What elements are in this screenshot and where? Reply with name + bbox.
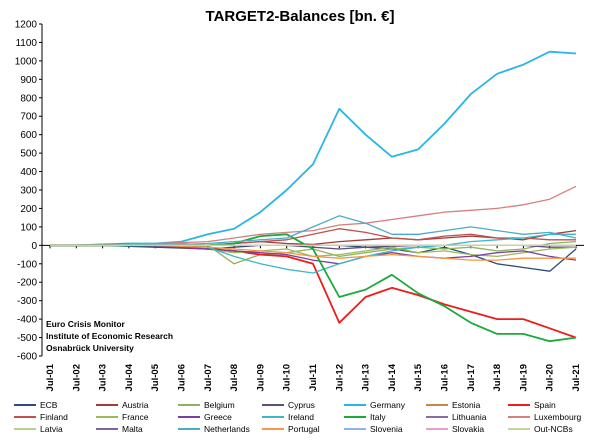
y-tick-label: -600: [17, 352, 37, 363]
annotation-line-1: Euro Crisis Monitor: [46, 319, 126, 329]
legend-label-estonia: Estonia: [452, 400, 481, 410]
legend-label-belgium: Belgium: [204, 400, 235, 410]
legend-label-portugal: Portugal: [288, 424, 320, 434]
legend-label-austria: Austria: [122, 400, 149, 410]
x-tick-label: Jul-21: [571, 363, 582, 391]
y-tick-label: 500: [20, 149, 37, 160]
x-tick-label: Jul-04: [124, 363, 135, 391]
y-tick-label: -100: [17, 259, 37, 270]
legend-label-slovakia: Slovakia: [452, 424, 484, 434]
legend-label-greece: Greece: [204, 412, 232, 422]
x-tick-label: Jul-12: [334, 364, 345, 391]
series-line-germany: [50, 50, 577, 247]
y-tick-label: 100: [20, 222, 37, 233]
x-tick-label: Jul-20: [545, 364, 556, 391]
x-tick-label: Jul-17: [466, 364, 477, 391]
x-tick-label: Jul-09: [255, 364, 266, 391]
x-tick-label: Jul-05: [150, 363, 161, 391]
x-tick-label: Jul-07: [203, 364, 214, 391]
y-tick-label: 200: [20, 204, 37, 215]
legend-label-out-ncbs: Out-NCBs: [534, 424, 573, 434]
x-tick-label: Jul-01: [45, 363, 56, 391]
y-tick-label: -400: [17, 315, 37, 326]
legend-label-netherlands: Netherlands: [204, 424, 250, 434]
y-tick-label: -200: [17, 278, 37, 289]
series-line-ireland: [50, 233, 576, 274]
y-tick-label: 900: [20, 75, 37, 86]
x-tick-label: Jul-11: [308, 363, 319, 391]
y-tick-label: 300: [20, 186, 37, 197]
legend-label-ireland: Ireland: [288, 412, 314, 422]
x-tick-label: Jul-10: [282, 364, 293, 391]
y-tick-label: 1000: [15, 56, 38, 67]
x-tick-label: Jul-06: [177, 364, 188, 391]
legend-label-malta: Malta: [122, 424, 143, 434]
series-line-netherlands: [50, 215, 577, 246]
legend-label-lithuania: Lithuania: [452, 412, 487, 422]
y-tick-label: 1100: [15, 38, 37, 49]
x-tick-label: Jul-08: [229, 364, 240, 391]
x-tick-label: Jul-13: [361, 364, 372, 391]
legend-label-finland: Finland: [40, 412, 68, 422]
y-tick-label: -300: [17, 296, 37, 307]
legend-label-germany: Germany: [370, 400, 406, 410]
y-tick-label: 400: [20, 167, 37, 178]
x-tick-label: Jul-18: [492, 364, 503, 391]
plot-area: 1200110010009008007006005004003002001000…: [15, 20, 584, 391]
legend-label-luxembourg: Luxembourg: [534, 412, 582, 422]
x-tick-label: Jul-15: [413, 363, 424, 391]
y-tick-label: 600: [20, 130, 37, 141]
series-line-spain: [50, 243, 577, 339]
legend: ECB Austria Belgium Cyprus Germany Estonia Spa…: [14, 400, 582, 434]
legend-label-latvia: Latvia: [40, 424, 63, 434]
legend-label-ecb: ECB: [40, 400, 58, 410]
legend-label-spain: Spain: [534, 400, 556, 410]
legend-label-cyprus: Cyprus: [288, 400, 315, 410]
legend-label-slovenia: Slovenia: [370, 424, 403, 434]
x-tick-label: Jul-02: [71, 364, 82, 391]
annotation-line-3: Osnabrück University: [46, 343, 134, 353]
legend-label-france: France: [122, 412, 149, 422]
y-tick-label: 800: [20, 93, 37, 104]
chart-title: TARGET2-Balances [bn. €]: [206, 8, 395, 25]
legend-label-italy: Italy: [370, 412, 386, 422]
x-tick-label: Jul-14: [387, 363, 398, 391]
series-line-luxembourg: [50, 185, 577, 246]
y-tick-label: 700: [20, 112, 37, 123]
x-tick-label: Jul-16: [440, 364, 451, 391]
annotation-block: Euro Crisis Monitor Institute of Economi…: [46, 319, 173, 353]
y-tick-label: -500: [17, 333, 37, 344]
y-tick-label: 1200: [15, 20, 38, 31]
x-tick-label: Jul-19: [518, 364, 529, 391]
x-tick-label: Jul-03: [98, 364, 109, 391]
y-tick-label: 0: [31, 241, 37, 252]
annotation-line-2: Institute of Economic Research: [46, 331, 173, 341]
